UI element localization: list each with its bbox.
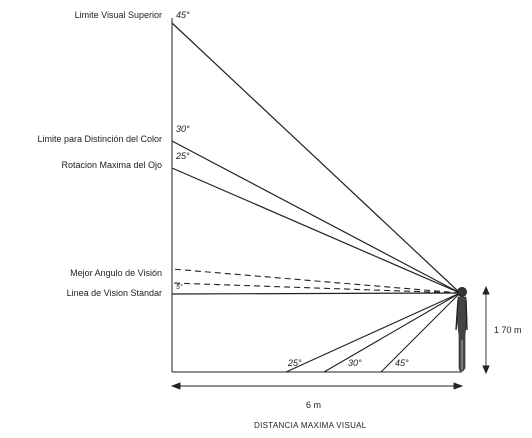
angle-25-lower: 25° (288, 358, 302, 368)
label-rotacion-ojo: Rotacion Maxima del Ojo (61, 160, 162, 170)
diagram-caption: DISTANCIA MAXIMA VISUAL (254, 421, 367, 430)
label-linea-standar: Linea de Vision Standar (66, 288, 162, 298)
line-limite-color (171, 140, 461, 294)
label-limite-color: Limite para Distinción del Color (37, 134, 162, 144)
line-lower-45 (380, 292, 461, 373)
line-rotacion-ojo (171, 167, 461, 294)
line-limite-superior (171, 22, 461, 294)
angle-25-upper: 25° (176, 151, 190, 161)
angle-45-lower: 45° (395, 358, 409, 368)
distance-dimension (170, 382, 464, 390)
line-lower-30 (323, 292, 461, 373)
line-mejor-angulo (171, 268, 461, 294)
human-figure (455, 287, 468, 372)
angle-30-lower: 30° (348, 358, 362, 368)
angle-small-upper: 5° (176, 284, 183, 291)
line-vision-standar (171, 292, 461, 295)
angle-45-upper: 45° (176, 10, 190, 20)
label-limite-superior: Limite Visual Superior (74, 10, 162, 20)
label-mejor-angulo: Mejor Angulo de Visión (70, 268, 162, 278)
line-angulo-menor (171, 282, 461, 294)
line-lower-25 (285, 292, 461, 373)
height-dimension (482, 285, 490, 375)
distance-label: 6 m (306, 400, 322, 410)
height-label: 1 70 m (494, 325, 522, 335)
angle-30-upper: 30° (176, 124, 190, 134)
